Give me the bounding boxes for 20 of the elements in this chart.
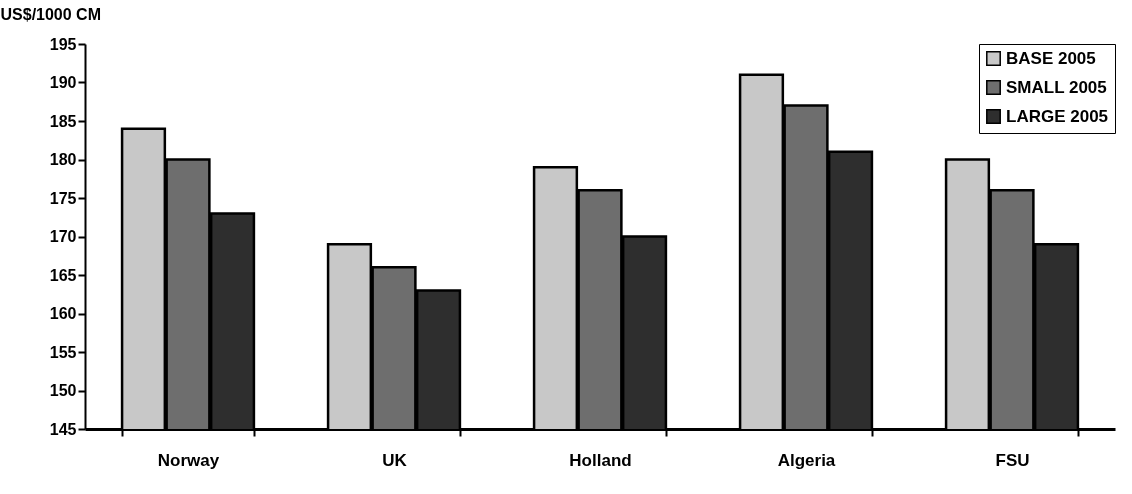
y-tick-label: 160	[49, 305, 77, 322]
x-tick-label: Holland	[569, 450, 632, 470]
y-tick-label: 165	[49, 266, 77, 284]
x-tick-label: UK	[382, 450, 408, 470]
x-tick-label: FSU	[995, 450, 1030, 470]
y-tick-label: 185	[49, 112, 77, 130]
legend-label: LARGE 2005	[1006, 106, 1109, 126]
y-tick-label: 170	[49, 228, 77, 245]
y-tick-label: 175	[49, 189, 77, 207]
y-tick-label: 195	[49, 35, 77, 53]
y-tick-label: 190	[49, 74, 77, 91]
y-tick-label: 150	[49, 382, 77, 399]
y-tick-label: 155	[49, 343, 77, 361]
legend-label: SMALL 2005	[1006, 77, 1107, 97]
x-tick-label: Algeria	[777, 450, 836, 470]
x-tick-label: Norway	[157, 450, 220, 470]
y-tick-label: 180	[49, 151, 77, 168]
legend-label: BASE 2005	[1006, 48, 1096, 68]
y-axis-title: US$/1000 CM	[0, 5, 101, 23]
y-tick-label: 145	[49, 420, 77, 438]
